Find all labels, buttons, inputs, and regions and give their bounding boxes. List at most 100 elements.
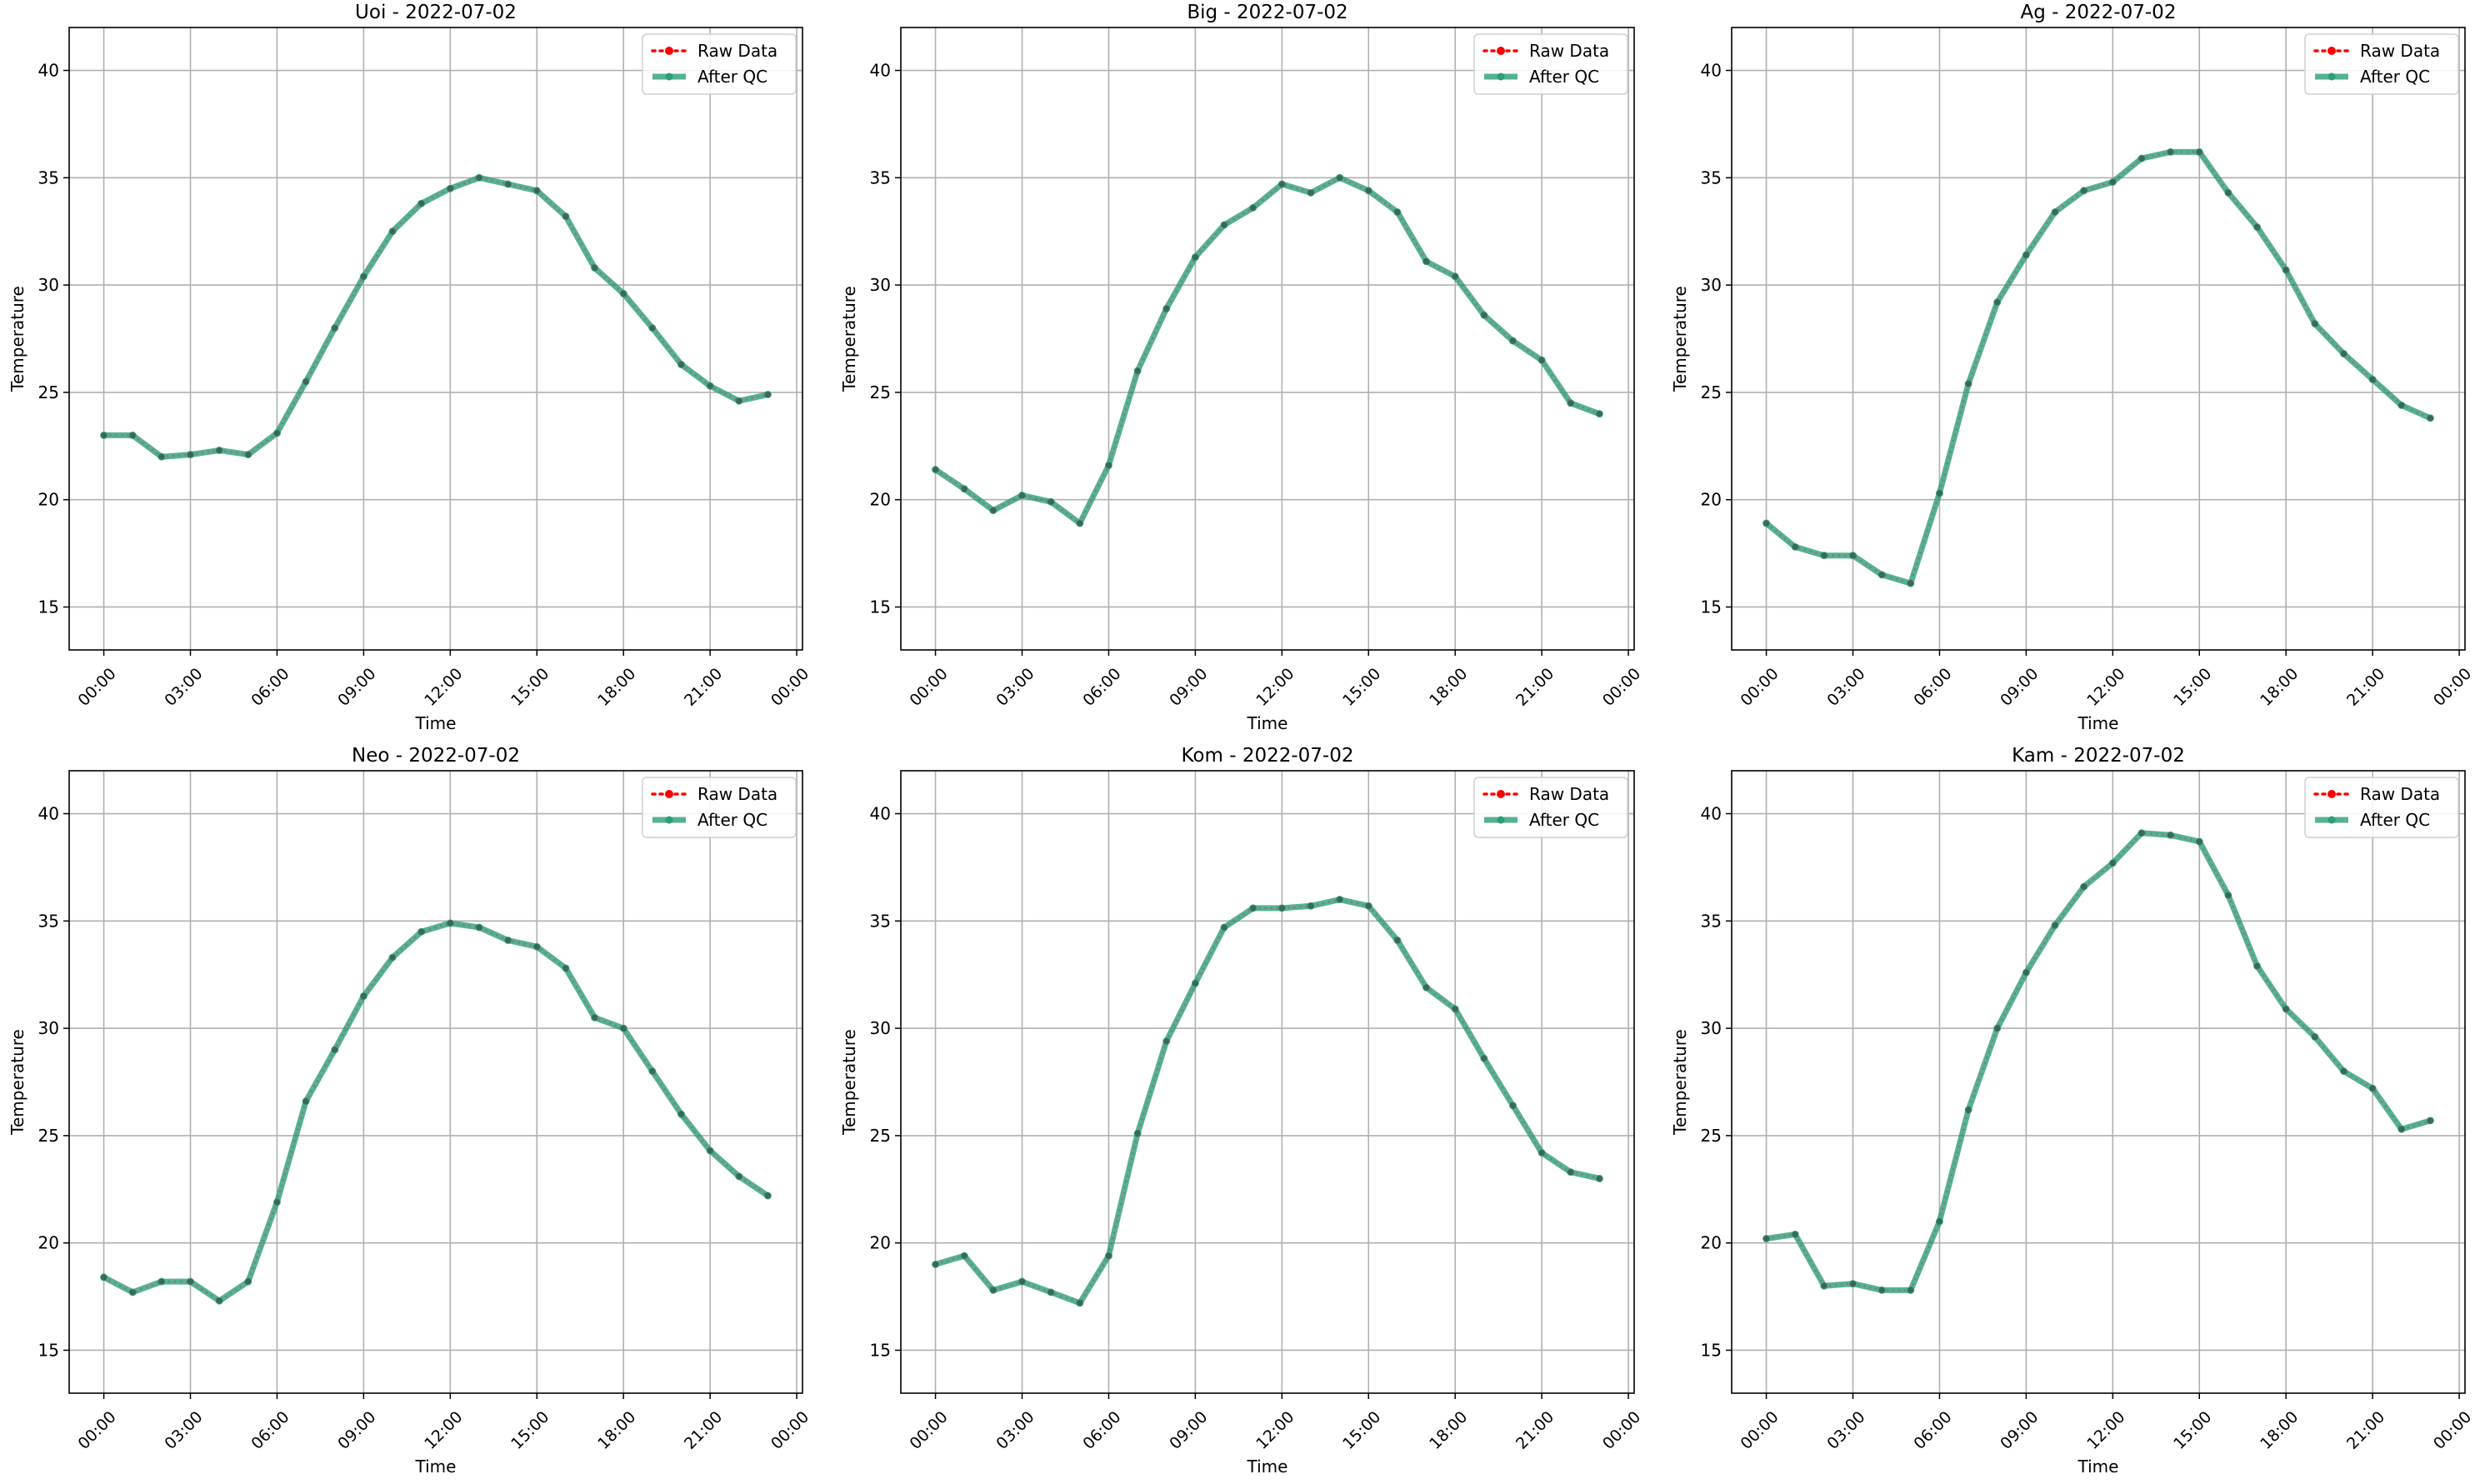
subplot-title: Kam - 2022-07-02 [2012, 745, 2185, 767]
y-axis-label: Temperature [839, 286, 859, 392]
after-qc-line [1763, 830, 2433, 1293]
y-tick-label: 30 [1701, 1018, 1722, 1038]
y-tick-label: 40 [870, 61, 891, 81]
raw-data-point [961, 1252, 968, 1259]
raw-data-point [129, 432, 136, 439]
subplot-3: 00:00 03:00 06:00 09:00 12:00 15:00 18:00 21:00… [1670, 2, 2475, 733]
legend-qc-label: After QC [1529, 67, 1599, 87]
y-tick-label: 40 [38, 804, 59, 824]
raw-data-point [678, 1111, 685, 1117]
raw-data-point [1538, 357, 1545, 363]
raw-data-point [187, 451, 194, 458]
y-axis-label: Temperature [1670, 286, 1690, 392]
raw-data-point [1936, 490, 1943, 497]
raw-data-point [447, 185, 453, 192]
legend: Raw Data After QC [2304, 777, 2459, 838]
raw-data-point [2196, 148, 2202, 155]
y-tick-label: 30 [870, 275, 891, 295]
raw-data-point [1878, 572, 1885, 578]
raw-data-point [1192, 254, 1198, 261]
axes-frame [900, 27, 1635, 651]
legend-qc-marker [1497, 72, 1505, 81]
raw-data-point [1538, 1149, 1545, 1157]
raw-data-point [1337, 174, 1343, 181]
y-tick-label: 15 [870, 597, 891, 617]
raw-data-point [1163, 305, 1170, 312]
subplot-title: Ag - 2022-07-02 [2021, 2, 2177, 23]
raw-data-point [990, 1287, 997, 1293]
grid [1732, 771, 2465, 1393]
raw-data-point [2340, 1068, 2348, 1075]
raw-data-point [764, 1192, 772, 1199]
y-tick-label: 15 [1701, 597, 1722, 617]
y-tick-label: 35 [870, 167, 891, 187]
raw-data-point [1965, 380, 1972, 387]
legend-raw-label: Raw Data [698, 784, 778, 804]
raw-data-point [1849, 552, 1857, 559]
subplot-title: Big - 2022-07-02 [1187, 2, 1348, 23]
legend-qc-marker [665, 816, 673, 824]
raw-data-point [1792, 543, 1798, 550]
y-tick-label: 35 [870, 911, 891, 931]
x-axis-label: Time [1247, 713, 1288, 733]
raw-data-point [1568, 1169, 1574, 1176]
raw-data-point [100, 1274, 108, 1281]
raw-data-point [505, 181, 512, 187]
raw-data-point [1192, 980, 1198, 987]
x-axis-label: Time [415, 713, 457, 733]
subplot-1: 00:00 03:00 06:00 09:00 12:00 15:00 18:00 21:00… [8, 2, 812, 733]
grid [69, 771, 802, 1393]
raw-data-point [302, 378, 309, 385]
raw-data-point [1849, 1281, 1857, 1287]
raw-data-point [273, 430, 281, 437]
y-tick-label: 30 [870, 1018, 891, 1038]
raw-data-line [103, 922, 769, 1302]
y-tick-label: 20 [38, 1233, 59, 1253]
after-qc-line [932, 174, 1602, 527]
series-raw-data [932, 174, 1603, 527]
raw-data-point [476, 174, 482, 181]
raw-data-point [1077, 1300, 1083, 1307]
raw-data-point [1365, 902, 1372, 909]
raw-data-point [2225, 892, 2232, 898]
raw-data-point [1821, 1282, 1828, 1289]
raw-data-point [418, 928, 425, 935]
legend-raw-marker [665, 47, 673, 55]
y-tick-label: 35 [38, 911, 59, 931]
legend-qc-label: After QC [698, 810, 768, 830]
x-axis-label: Time [2078, 1457, 2119, 1477]
legend-raw-marker [2328, 47, 2336, 55]
legend-raw-marker [665, 790, 673, 798]
raw-data-point [620, 290, 627, 297]
raw-data-point [562, 213, 569, 220]
subplot-grid: 00:00 03:00 06:00 09:00 12:00 15:00 18:00 21:00… [8, 2, 2475, 1477]
raw-data-point [360, 992, 367, 1000]
y-tick-label: 30 [38, 1018, 59, 1038]
y-tick-label: 25 [38, 1126, 59, 1146]
raw-data-point [1018, 1278, 1026, 1285]
raw-data-point [1278, 181, 1285, 187]
legend-raw-label: Raw Data [1529, 41, 1609, 61]
raw-data-point [245, 451, 252, 458]
legend: Raw Data After QC [1473, 33, 1628, 95]
raw-data-point [158, 1278, 165, 1285]
y-tick-label: 25 [870, 1126, 891, 1146]
after-qc-line [101, 920, 771, 1304]
raw-data-point [2225, 189, 2232, 196]
legend-raw-label: Raw Data [2360, 784, 2440, 804]
legend-raw-marker [2328, 790, 2336, 798]
raw-data-point [649, 1068, 656, 1075]
raw-data-point [2081, 187, 2088, 194]
raw-data-point [1221, 924, 1228, 931]
raw-data-point [736, 397, 742, 404]
x-axis-label: Time [2078, 713, 2119, 733]
legend: Raw Data After QC [642, 33, 797, 95]
raw-data-line [1766, 832, 2431, 1292]
raw-data-point [2427, 1117, 2434, 1124]
y-axis-label: Temperature [8, 1029, 28, 1136]
raw-data-point [1250, 905, 1257, 912]
y-tick-label: 15 [870, 1340, 891, 1360]
raw-data-point [1394, 208, 1401, 216]
y-axis-label: Temperature [1670, 1029, 1690, 1136]
legend: Raw Data After QC [2304, 33, 2459, 95]
